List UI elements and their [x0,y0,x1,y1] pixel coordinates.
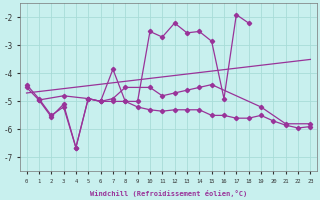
X-axis label: Windchill (Refroidissement éolien,°C): Windchill (Refroidissement éolien,°C) [90,190,247,197]
